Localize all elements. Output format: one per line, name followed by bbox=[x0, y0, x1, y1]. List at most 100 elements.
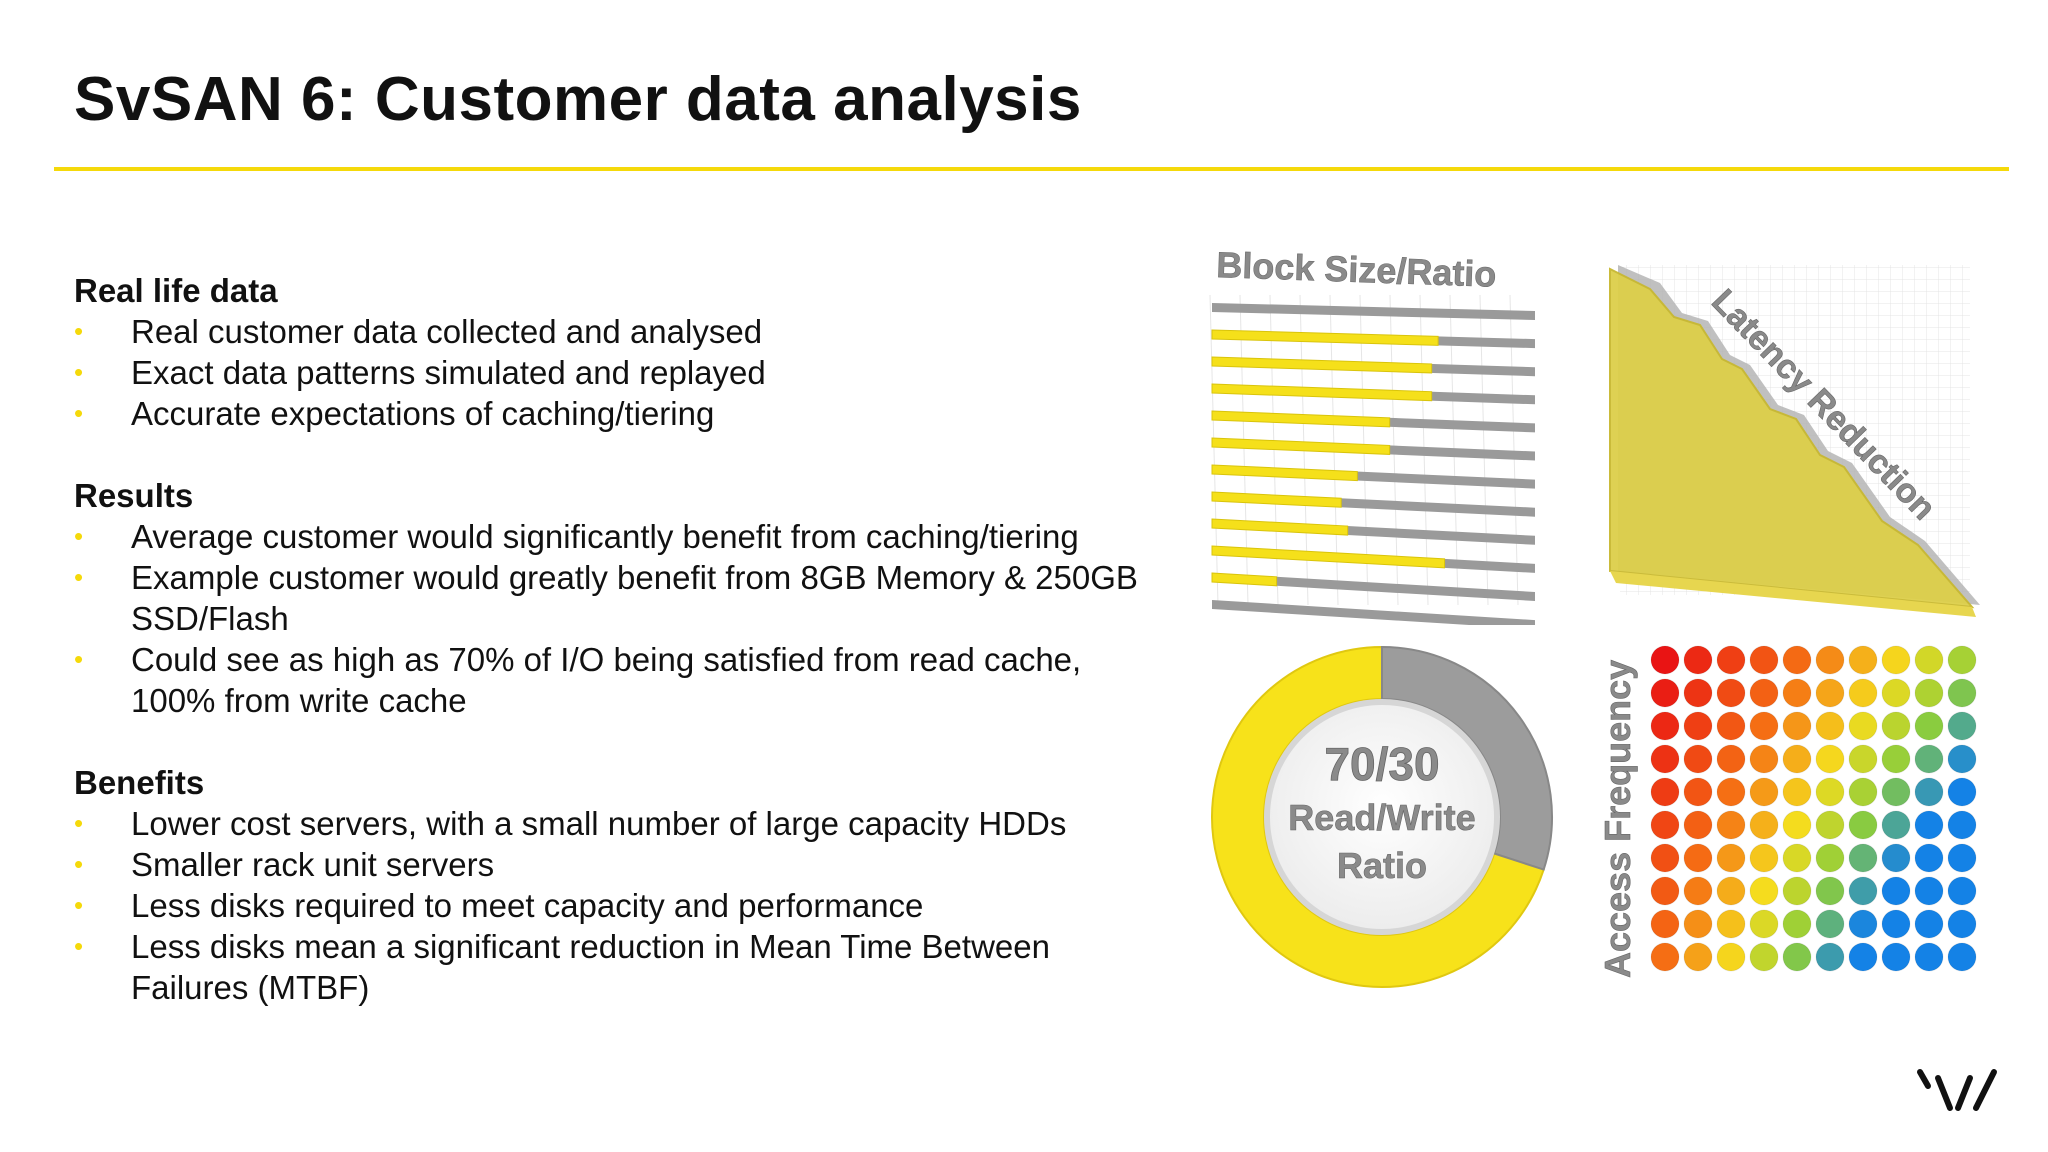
frequency-dot bbox=[1716, 777, 1746, 807]
frequency-dot bbox=[1749, 909, 1779, 939]
block-bar bbox=[1211, 464, 1535, 489]
frequency-dot bbox=[1650, 744, 1680, 774]
frequency-dot bbox=[1914, 777, 1944, 807]
frequency-dot bbox=[1749, 942, 1779, 972]
block-bar bbox=[1211, 329, 1535, 349]
frequency-dot bbox=[1815, 876, 1845, 906]
bullet-dot-icon: • bbox=[74, 521, 84, 551]
bullet-item: • Less disks required to meet capacity an… bbox=[74, 885, 1154, 926]
title-underline bbox=[54, 167, 2009, 171]
frequency-dot bbox=[1716, 942, 1746, 972]
block-bar bbox=[1211, 518, 1535, 545]
block-bar bbox=[1211, 437, 1535, 461]
frequency-dot bbox=[1848, 843, 1878, 873]
frequency-dot bbox=[1815, 942, 1845, 972]
section-heading: Benefits bbox=[74, 764, 205, 801]
bullet-dot-icon: • bbox=[74, 849, 84, 879]
frequency-dot bbox=[1749, 744, 1779, 774]
frequency-dot bbox=[1947, 942, 1977, 972]
frequency-dot bbox=[1881, 711, 1911, 741]
frequency-dot bbox=[1683, 810, 1713, 840]
frequency-dot bbox=[1881, 909, 1911, 939]
frequency-dot bbox=[1914, 678, 1944, 708]
frequency-dot bbox=[1881, 777, 1911, 807]
frequency-dot bbox=[1815, 645, 1845, 675]
bullet-text: Smaller rack unit servers bbox=[131, 846, 495, 883]
bullet-dot-icon: • bbox=[74, 644, 84, 674]
section: Real life data • Real customer data collec… bbox=[74, 270, 1154, 434]
bullet-item: • Accurate expectations of caching/tierin… bbox=[74, 393, 1154, 434]
bullet-text: Example customer would greatly benefit f… bbox=[131, 559, 1138, 637]
block-size-label: Block Size/Ratio bbox=[1216, 244, 1497, 295]
bullet-text: Average customer would significantly ben… bbox=[131, 518, 1079, 555]
frequency-dot bbox=[1650, 678, 1680, 708]
bullet-item: • Real customer data collected and analys… bbox=[74, 311, 1154, 352]
frequency-dot bbox=[1815, 678, 1845, 708]
frequency-dot bbox=[1716, 810, 1746, 840]
frequency-dot bbox=[1782, 810, 1812, 840]
block-bar bbox=[1211, 356, 1535, 377]
frequency-dot bbox=[1683, 777, 1713, 807]
frequency-dot bbox=[1848, 942, 1878, 972]
bullet-dot-icon: • bbox=[74, 398, 84, 428]
bullet-item: • Lower cost servers, with a small number… bbox=[74, 803, 1154, 844]
frequency-dot bbox=[1815, 843, 1845, 873]
frequency-dot bbox=[1716, 876, 1746, 906]
frequency-dot bbox=[1815, 909, 1845, 939]
frequency-dot bbox=[1947, 909, 1977, 939]
block-bar bbox=[1211, 572, 1535, 601]
donut-line2: Read/Write bbox=[1288, 797, 1475, 838]
bullet-text: Accurate expectations of caching/tiering bbox=[131, 395, 715, 432]
bullet-item: • Average customer would significantly be… bbox=[74, 516, 1154, 557]
bullet-dot-icon: • bbox=[74, 357, 84, 387]
bullet-text: Real customer data collected and analyse… bbox=[131, 313, 763, 350]
frequency-dot bbox=[1749, 843, 1779, 873]
frequency-dot bbox=[1848, 645, 1878, 675]
frequency-dot bbox=[1914, 942, 1944, 972]
latency-area bbox=[1609, 267, 1975, 609]
frequency-dot bbox=[1815, 744, 1845, 774]
frequency-dot bbox=[1881, 645, 1911, 675]
bullet-text: Lower cost servers, with a small number … bbox=[131, 805, 1067, 842]
block-bar bbox=[1212, 303, 1535, 320]
frequency-dot bbox=[1683, 942, 1713, 972]
read-write-donut: 70/30 Read/Write Ratio bbox=[1211, 645, 1553, 988]
access-frequency-label: Access Frequency bbox=[1597, 660, 1638, 978]
text-column: Real life data • Real customer data collec… bbox=[74, 270, 1154, 1008]
block-size-graphic: Block Size/Ratio bbox=[1170, 225, 1550, 625]
frequency-dot bbox=[1782, 876, 1812, 906]
frequency-dot bbox=[1683, 876, 1713, 906]
bullet-dot-icon: • bbox=[74, 316, 84, 346]
bullet-dot-icon: • bbox=[74, 808, 84, 838]
frequency-dot bbox=[1947, 810, 1977, 840]
frequency-dot bbox=[1881, 843, 1911, 873]
frequency-dot bbox=[1815, 711, 1845, 741]
frequency-dot bbox=[1782, 645, 1812, 675]
frequency-dot bbox=[1782, 843, 1812, 873]
donut-line3: Ratio bbox=[1337, 845, 1427, 886]
frequency-dot bbox=[1848, 678, 1878, 708]
frequency-dot bbox=[1749, 678, 1779, 708]
frequency-dot bbox=[1782, 744, 1812, 774]
frequency-dot bbox=[1947, 843, 1977, 873]
frequency-dot bbox=[1683, 909, 1713, 939]
frequency-dot bbox=[1881, 942, 1911, 972]
frequency-dot bbox=[1848, 744, 1878, 774]
frequency-dot bbox=[1848, 810, 1878, 840]
frequency-dot bbox=[1650, 777, 1680, 807]
bullet-item: • Less disks mean a significant reduction… bbox=[74, 926, 1154, 1008]
frequency-dot bbox=[1848, 777, 1878, 807]
frequency-dot bbox=[1947, 711, 1977, 741]
bullet-text: Could see as high as 70% of I/O being sa… bbox=[131, 641, 1082, 719]
bullet-text: Less disks required to meet capacity and… bbox=[131, 887, 924, 924]
frequency-dot bbox=[1782, 942, 1812, 972]
frequency-dot bbox=[1650, 810, 1680, 840]
bullet-text: Less disks mean a significant reduction … bbox=[131, 928, 1050, 1006]
frequency-dot bbox=[1914, 744, 1944, 774]
section-heading: Real life data bbox=[74, 272, 278, 309]
frequency-dot bbox=[1947, 876, 1977, 906]
bullet-dot-icon: • bbox=[74, 931, 84, 961]
donut-value: 70/30 bbox=[1324, 738, 1439, 790]
frequency-dot bbox=[1947, 645, 1977, 675]
